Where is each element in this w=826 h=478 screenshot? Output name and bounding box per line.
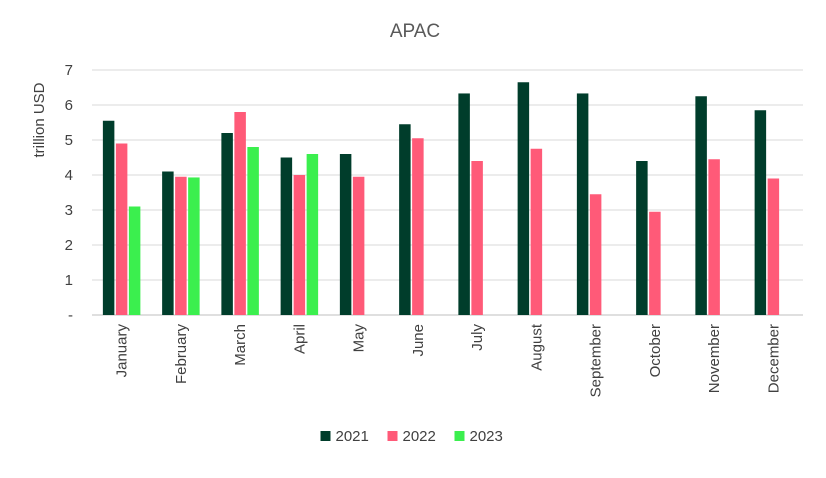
bar-2022-december — [767, 178, 780, 315]
x-tick-label: May — [351, 324, 368, 353]
bar-2022-january — [115, 143, 128, 315]
bar-2022-june — [412, 138, 424, 315]
bar-2021-january — [102, 120, 115, 315]
legend-label: 2023 — [470, 428, 503, 445]
bar-2021-february — [162, 171, 174, 315]
y-tick-label: 3 — [65, 202, 73, 219]
x-tick-label: January — [114, 324, 131, 378]
bar-2022-march — [234, 112, 246, 315]
y-tick-label: - — [68, 307, 73, 324]
bar-2021-november — [695, 96, 707, 315]
x-tick-label: July — [469, 324, 486, 351]
x-tick-label: April — [291, 324, 308, 354]
bar-2022-november — [708, 159, 720, 315]
x-tick-label: June — [410, 324, 427, 357]
bar-2023-february — [188, 177, 200, 315]
bar-2022-august — [530, 148, 543, 315]
bar-2022-may — [352, 176, 365, 315]
bar-2023-march — [247, 147, 259, 315]
x-tick-label: November — [706, 324, 723, 393]
y-tick-label: 5 — [65, 132, 73, 149]
bar-2021-october — [636, 161, 648, 315]
y-tick-label: 7 — [65, 62, 73, 79]
x-tick-label: March — [232, 324, 249, 366]
legend-swatch — [320, 431, 331, 441]
gridlines — [92, 69, 803, 316]
legend-item-2023: 2023 — [454, 428, 503, 445]
y-tick-label: 1 — [65, 272, 73, 289]
legend: 2021 2022 2023 — [320, 428, 503, 445]
bar-2021-july — [458, 93, 470, 315]
bar-2022-september — [589, 194, 602, 315]
chart-title: APAC — [390, 21, 440, 42]
legend-item-2022: 2022 — [387, 428, 436, 445]
bar-2021-august — [517, 82, 530, 315]
bar-2021-june — [399, 124, 411, 315]
x-axis-ticks: January February March April May June July Augu… — [114, 323, 783, 397]
bar-2022-october — [649, 211, 661, 315]
bar-2023-january — [128, 206, 141, 315]
bar-2021-september — [576, 93, 589, 315]
y-tick-label: 4 — [65, 167, 73, 184]
x-tick-label: December — [765, 324, 782, 393]
y-tick-label: 2 — [65, 237, 73, 254]
bar-2021-march — [221, 133, 233, 315]
legend-swatch — [387, 431, 398, 441]
x-tick-label: September — [588, 324, 605, 397]
legend-swatch — [454, 431, 465, 441]
bars — [102, 82, 780, 315]
bar-2023-april — [306, 154, 319, 315]
x-tick-label: August — [528, 323, 545, 371]
x-tick-label: February — [173, 324, 190, 385]
legend-label: 2021 — [336, 428, 369, 445]
bar-2022-february — [175, 176, 187, 315]
bar-2022-july — [471, 161, 483, 315]
x-tick-label: October — [647, 324, 664, 377]
legend-item-2021: 2021 — [320, 428, 369, 445]
bar-2022-april — [293, 175, 306, 315]
bar-2021-may — [339, 154, 352, 315]
bar-2021-april — [280, 157, 293, 315]
y-axis-ticks: - 1 2 3 4 5 6 7 — [65, 62, 73, 324]
y-tick-label: 6 — [65, 97, 73, 114]
legend-label: 2022 — [403, 428, 436, 445]
bar-2021-december — [754, 110, 767, 315]
y-axis-label: trillion USD — [31, 82, 48, 157]
